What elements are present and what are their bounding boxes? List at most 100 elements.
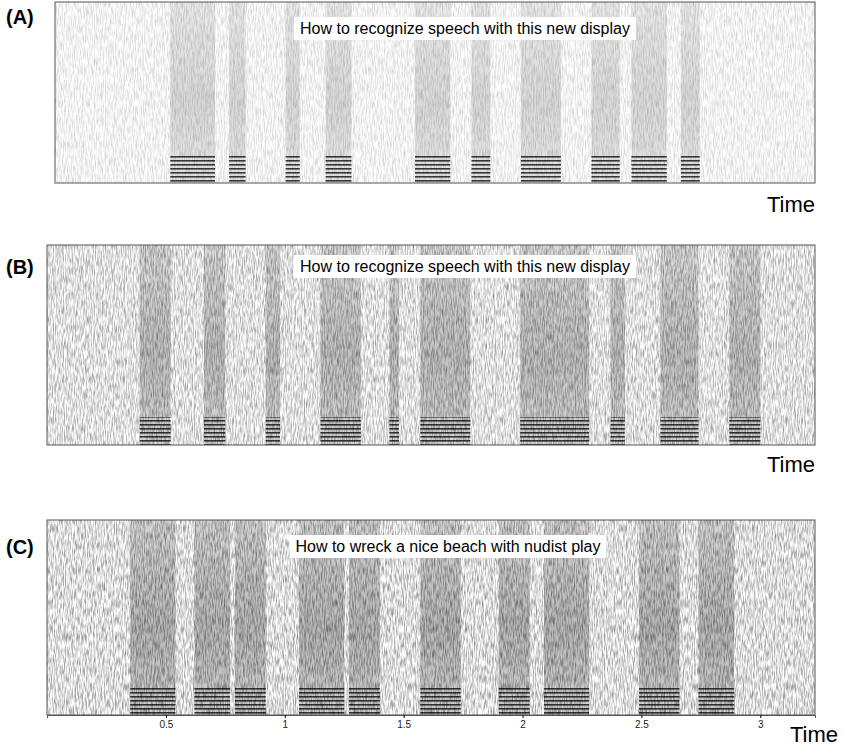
voiced-segment: [194, 520, 230, 715]
segment-harmonics: [389, 417, 399, 445]
segment-harmonics: [326, 155, 352, 183]
background: [55, 2, 815, 183]
axis-title: Time: [767, 192, 815, 217]
tick: 2: [520, 715, 526, 730]
tick: 1: [282, 715, 288, 730]
segment-harmonics: [266, 417, 280, 445]
segment-harmonics: [235, 687, 266, 715]
voiced-segment: [235, 520, 266, 715]
voiced-segment: [631, 2, 666, 183]
segment-harmonics: [299, 687, 344, 715]
tick-label: 2: [520, 719, 526, 730]
segment-band: [194, 520, 230, 715]
segment-harmonics: [471, 155, 490, 183]
voiced-segment: [140, 245, 171, 445]
plot-frame: [55, 2, 815, 183]
caption: How to wreck a nice beach with nudist pl…: [289, 535, 606, 558]
plot-area: [55, 2, 815, 183]
segment-band: [681, 2, 700, 183]
panel: (B) How to recognize speech with this new…: [6, 245, 815, 477]
segment-harmonics: [349, 687, 380, 715]
segment-harmonics: [681, 155, 700, 183]
segment-harmonics: [499, 687, 530, 715]
voiced-segment: [170, 2, 215, 183]
segment-harmonics: [170, 155, 215, 183]
panel-label: (B): [6, 256, 34, 278]
segment-harmonics: [521, 155, 561, 183]
segment-harmonics: [698, 687, 734, 715]
segment-harmonics: [140, 417, 171, 445]
plot-frame: [47, 245, 815, 445]
segment-harmonics: [729, 417, 760, 445]
segment-harmonics: [660, 417, 698, 445]
segment-harmonics: [520, 417, 589, 445]
tick-mark: [523, 715, 524, 718]
segment-band: [729, 245, 760, 445]
voiced-segment: [229, 2, 245, 183]
figure: (A)How to recognize speech with this new…: [0, 0, 845, 748]
x-axis: 0.5 1 1.5 2 2.5 3: [48, 715, 816, 730]
tick-label: 2.5: [635, 719, 649, 730]
segment-harmonics: [194, 687, 230, 715]
segment-harmonics: [420, 687, 460, 715]
tick-mark: [404, 715, 405, 718]
segment-band: [204, 245, 225, 445]
segment-harmonics: [631, 155, 666, 183]
background: [47, 245, 815, 445]
noise-texture: [55, 2, 815, 183]
segment-band: [140, 245, 171, 445]
voiced-segment: [681, 2, 700, 183]
tick: 1.5: [397, 715, 411, 730]
caption-text: How to recognize speech with this new di…: [300, 20, 630, 37]
segment-harmonics: [544, 687, 589, 715]
segment-harmonics: [320, 417, 360, 445]
segment-harmonics: [204, 417, 225, 445]
segment-band: [631, 2, 666, 183]
segment-band: [660, 245, 698, 445]
tick: 2.5: [635, 715, 649, 730]
segment-harmonics: [639, 687, 679, 715]
axis-title: Time: [767, 452, 815, 477]
segment-harmonics: [420, 417, 470, 445]
caption-text: How to recognize speech with this new di…: [300, 258, 630, 275]
segment-band: [170, 2, 215, 183]
panel: 0.511.522.53(C)How to wreck a nice beach…: [6, 520, 838, 747]
axis-title: Time: [790, 722, 838, 747]
plot-frame: [47, 520, 815, 715]
caption-text: How to wreck a nice beach with nudist pl…: [295, 538, 600, 555]
caption-box: [294, 17, 636, 40]
segment-harmonics: [130, 687, 175, 715]
panel: (A)How to recognize speech with this new…: [6, 2, 815, 217]
noise-texture: [47, 520, 815, 715]
segment-band: [639, 520, 679, 715]
segment-harmonics: [286, 155, 300, 183]
voiced-segment: [660, 245, 698, 445]
tick-mark: [760, 715, 761, 718]
noise-texture: [47, 245, 815, 445]
background: [47, 520, 815, 715]
voiced-segment: [639, 520, 679, 715]
tick: 0.5: [159, 715, 173, 730]
caption-box: [289, 535, 606, 558]
voiced-segment: [266, 245, 280, 445]
voiced-segment: [698, 520, 734, 715]
plot-area: [47, 520, 815, 715]
segment-band: [266, 245, 280, 445]
tick-label: 3: [758, 719, 764, 730]
plot-area: [47, 245, 815, 445]
voiced-segment: [204, 245, 225, 445]
segment-band: [698, 520, 734, 715]
segment-harmonics: [611, 417, 625, 445]
tick-label: 0.5: [159, 719, 173, 730]
tick-label: 1.5: [397, 719, 411, 730]
segment-harmonics: [229, 155, 245, 183]
voiced-segment: [729, 245, 760, 445]
tick-mark: [166, 715, 167, 718]
axis-line: [48, 716, 816, 719]
tick-mark: [641, 715, 642, 718]
tick-label: 1: [282, 719, 288, 730]
voiced-segment: [130, 520, 175, 715]
segment-band: [235, 520, 266, 715]
caption: How to recognize speech with this new di…: [294, 17, 636, 40]
segment-band: [130, 520, 175, 715]
